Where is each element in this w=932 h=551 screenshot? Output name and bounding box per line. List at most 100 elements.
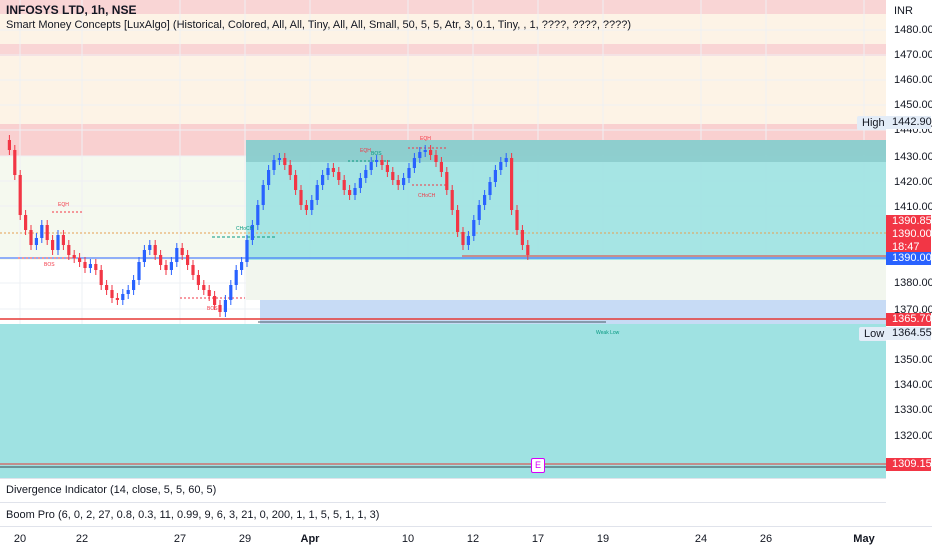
time-axis[interactable]: 20 22 27 29 Apr 10 12 17 19 24 26 May <box>0 526 932 551</box>
candle-body <box>407 168 411 178</box>
price-tick: 1470.00 <box>894 49 932 61</box>
gap-zone <box>246 260 886 300</box>
time-tick: May <box>853 533 875 545</box>
candle-body <box>180 248 184 255</box>
candle-body <box>504 158 508 162</box>
candle-body <box>148 245 152 250</box>
candle-body <box>256 205 260 225</box>
candle-body <box>369 162 373 170</box>
candle-body <box>450 190 454 210</box>
candle-body <box>510 158 514 210</box>
candle-body <box>385 165 389 172</box>
symbol-title[interactable]: INFOSYS LTD, 1h, NSE <box>6 3 137 17</box>
candle-body <box>191 265 195 275</box>
premium-zone-2 <box>0 44 886 56</box>
currency-label: INR <box>894 5 913 17</box>
countdown-tag: 18:47 <box>886 241 931 254</box>
candle-body <box>99 270 103 285</box>
candle-body <box>499 162 503 170</box>
candle-body <box>142 250 146 262</box>
candle-body <box>493 170 497 182</box>
earnings-event-marker[interactable]: E <box>531 458 545 473</box>
candle-body <box>29 230 33 245</box>
price-tick: 1450.00 <box>894 99 932 111</box>
candle-body <box>83 262 87 268</box>
pane-separator[interactable] <box>0 502 886 503</box>
candle-body <box>267 170 271 185</box>
candle-body <box>61 235 65 245</box>
price-tick: 1460.00 <box>894 74 932 86</box>
order-block-upper-top <box>246 140 886 162</box>
price-tick: 1480.00 <box>894 24 932 36</box>
price-tick: 1410.00 <box>894 201 932 213</box>
candle-body <box>115 298 119 300</box>
candlestick-series <box>7 135 530 317</box>
candle-body <box>137 262 141 280</box>
candle-body <box>207 290 211 296</box>
candle-body <box>223 300 227 312</box>
boom-pro-legend[interactable]: Boom Pro (6, 0, 2, 27, 0.8, 0.3, 11, 0.9… <box>6 509 380 521</box>
candle-body <box>186 255 190 265</box>
candle-body <box>515 210 519 230</box>
chart-area[interactable]: EQH BOS BOS CHoCH EQH BOS EQH CHoCH Weak… <box>0 0 886 478</box>
eqh-label-right: EQH <box>420 136 431 142</box>
smc-indicator-legend[interactable]: Smart Money Concepts [LuxAlgo] (Historic… <box>6 19 632 31</box>
candle-body <box>294 175 298 190</box>
demand-zone-blue <box>260 300 886 324</box>
time-tick: 12 <box>466 533 480 545</box>
candle-body <box>423 150 427 152</box>
price-tick: 1430.00 <box>894 151 932 163</box>
time-tick: 29 <box>238 533 252 545</box>
price-axis[interactable]: INR 1480.00 1470.00 1460.00 1450.00 1440… <box>886 0 932 478</box>
pane-separator[interactable] <box>0 478 886 479</box>
candle-body <box>331 168 335 172</box>
candle-body <box>72 255 76 258</box>
last-price-tag: 1390.85 <box>886 215 932 228</box>
time-tick: 19 <box>596 533 610 545</box>
candle-body <box>272 160 276 170</box>
candle-body <box>153 245 157 255</box>
candle-body <box>520 230 524 245</box>
candle-body <box>51 240 55 250</box>
candle-body <box>434 155 438 162</box>
bid-price-tag: 1390.00 <box>886 252 932 265</box>
divergence-indicator-legend[interactable]: Divergence Indicator (14, close, 5, 5, 6… <box>6 484 217 496</box>
candle-body <box>283 158 287 165</box>
chart-canvas[interactable]: EQH BOS BOS CHoCH EQH BOS EQH CHoCH Weak… <box>0 0 886 478</box>
candle-body <box>40 225 44 238</box>
candle-body <box>105 285 109 290</box>
time-tick: 27 <box>173 533 187 545</box>
high-value-tag: 1442.90 <box>886 116 932 129</box>
candle-body <box>202 285 206 290</box>
candle-body <box>488 182 492 195</box>
candle-body <box>121 294 125 300</box>
time-tick: 22 <box>75 533 89 545</box>
candle-body <box>466 236 470 245</box>
candle-body <box>429 150 433 155</box>
price-tick: 1330.00 <box>894 404 932 416</box>
candle-body <box>472 220 476 236</box>
candle-body <box>277 158 281 160</box>
bottom-level-tag: 1309.15 <box>886 458 932 471</box>
candle-body <box>250 225 254 240</box>
candle-body <box>375 160 379 162</box>
time-tick: Apr <box>300 533 320 545</box>
low-value-tag: 1364.55 <box>886 327 932 340</box>
candle-body <box>412 158 416 168</box>
candle-body <box>304 205 308 210</box>
candle-body <box>56 235 60 250</box>
order-block-lower <box>0 324 886 478</box>
candle-body <box>299 190 303 205</box>
high-tag: High <box>857 116 886 130</box>
price-tick: 1420.00 <box>894 176 932 188</box>
candle-body <box>132 280 136 290</box>
candle-body <box>321 175 325 185</box>
bos-label-left: BOS <box>44 262 55 268</box>
candle-body <box>477 205 481 220</box>
candle-body <box>18 175 22 215</box>
candle-body <box>483 195 487 205</box>
candle-body <box>348 190 352 195</box>
candle-body <box>229 285 233 300</box>
candle-body <box>315 185 319 200</box>
candle-body <box>24 215 28 230</box>
